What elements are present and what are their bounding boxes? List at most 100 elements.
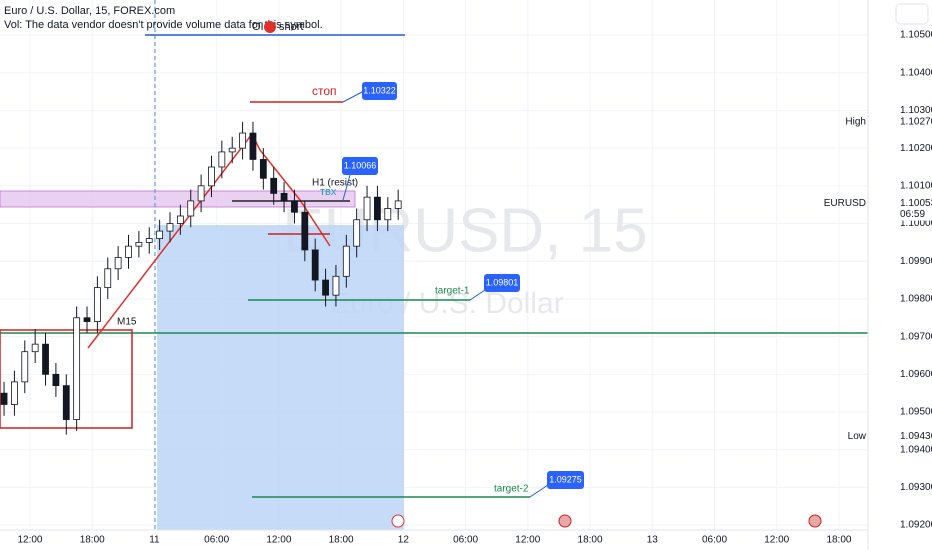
candle-body bbox=[83, 317, 91, 322]
candle-body bbox=[249, 132, 257, 160]
subtitle: Vol: The data vendor doesn't provide vol… bbox=[4, 19, 323, 31]
x-tick-label: 11 bbox=[149, 535, 160, 546]
position-prefix: OI bbox=[252, 21, 264, 33]
y-tick-label: 1.09700 bbox=[900, 331, 932, 342]
price-tag-label: 1.10053 bbox=[900, 198, 932, 209]
y-tick-label: 1.09900 bbox=[900, 256, 932, 267]
y-tick-label: 1.09300 bbox=[900, 482, 932, 493]
target1-label: target-1 bbox=[435, 286, 470, 297]
candle-body bbox=[208, 166, 215, 187]
x-tick-label: 12:00 bbox=[764, 535, 789, 546]
short-icon bbox=[264, 21, 276, 33]
x-tick-label: 06:00 bbox=[453, 535, 478, 546]
resist-zone bbox=[0, 190, 356, 208]
y-tick-label: 1.09800 bbox=[900, 294, 932, 305]
target-zone bbox=[157, 225, 404, 530]
candle-body bbox=[363, 196, 371, 221]
x-tick-label: 12:00 bbox=[266, 535, 291, 546]
candle-body bbox=[394, 200, 402, 209]
candle-body bbox=[197, 185, 205, 202]
x-tick-label: 06:00 bbox=[204, 535, 229, 546]
candle-body bbox=[259, 159, 267, 179]
candle-body bbox=[156, 230, 164, 240]
candle-body bbox=[114, 257, 122, 270]
candle-body bbox=[145, 238, 153, 243]
y-tick-label: 1.10300 bbox=[900, 105, 932, 116]
candle-body bbox=[291, 200, 298, 213]
y-tick-label: 1.09500 bbox=[900, 407, 932, 418]
candle-body bbox=[239, 132, 246, 149]
event-icon[interactable] bbox=[391, 514, 405, 528]
callout: 1.09801 bbox=[469, 274, 520, 301]
x-tick-label: 12:00 bbox=[17, 535, 42, 546]
zigzag bbox=[87, 132, 331, 349]
callout: 1.10322 bbox=[342, 82, 397, 103]
stop-label: стоп bbox=[312, 84, 337, 98]
y-tick-label: 1.09600 bbox=[900, 369, 932, 380]
entry-price: 1.10066 bbox=[344, 160, 377, 170]
candle-body bbox=[228, 147, 236, 153]
resist-label: H1 (resist) bbox=[312, 178, 358, 189]
price-tag bbox=[870, 114, 932, 129]
x-tick-label: 12 bbox=[398, 535, 410, 546]
y-tick-label: 1.10100 bbox=[900, 180, 932, 191]
candle-body bbox=[176, 215, 184, 224]
candle-body bbox=[52, 373, 60, 387]
callout: 1.10066 bbox=[342, 157, 378, 201]
candle-body bbox=[166, 223, 174, 232]
candle-body bbox=[218, 151, 226, 168]
candle-body bbox=[42, 343, 49, 375]
price-tag-name: EURUSD bbox=[824, 198, 866, 209]
candles bbox=[0, 121, 402, 435]
candle-body bbox=[187, 200, 195, 217]
x-tick-label: 06:00 bbox=[702, 535, 727, 546]
candle-body bbox=[73, 317, 81, 420]
y-tick-label: 1.09400 bbox=[900, 444, 932, 455]
price-tag bbox=[870, 429, 932, 444]
event-icon[interactable] bbox=[808, 514, 822, 528]
target2-price: 1.09275 bbox=[549, 474, 582, 484]
axes: 1.10500 1.10400 1.10300 1.10200 1.10100 1.100… bbox=[17, 30, 932, 546]
candle-body bbox=[135, 241, 143, 247]
m15-label: M15 bbox=[117, 317, 137, 328]
y-tick-label: 1.10500 bbox=[900, 30, 932, 41]
x-tick-label: 18:00 bbox=[329, 535, 354, 546]
candle-body bbox=[104, 268, 112, 289]
target2-label: target-2 bbox=[494, 484, 529, 495]
callout: 1.09275 bbox=[529, 471, 584, 498]
x-tick-label: 12:00 bbox=[515, 535, 540, 546]
y-tick-label: 1.10000 bbox=[900, 218, 932, 229]
position-side: short bbox=[279, 21, 303, 33]
candle-body bbox=[353, 219, 361, 247]
candle-body bbox=[332, 275, 340, 296]
candle-body bbox=[384, 208, 392, 221]
candle-body bbox=[270, 177, 278, 194]
candle-body bbox=[125, 245, 132, 258]
event-icon[interactable] bbox=[558, 514, 572, 528]
candle-body bbox=[21, 351, 29, 383]
price-tag-time: 06:59 bbox=[900, 209, 925, 220]
settings-button[interactable] bbox=[895, 3, 929, 25]
candle-body bbox=[0, 392, 8, 405]
x-tick-label: 18:00 bbox=[80, 535, 105, 546]
candle-body bbox=[374, 196, 381, 221]
price-tag-label: 1.10270 bbox=[900, 116, 932, 127]
title: Euro / U.S. Dollar, 15, FOREX.com bbox=[4, 5, 175, 17]
candle-body bbox=[280, 192, 288, 202]
candle-body bbox=[342, 245, 350, 277]
x-tick-label: 18:00 bbox=[578, 535, 603, 546]
y-tick-label: 1.10400 bbox=[900, 67, 932, 78]
entry-label: твх bbox=[320, 186, 337, 198]
candle-body bbox=[301, 211, 309, 251]
x-tick-label: 13 bbox=[647, 535, 659, 546]
stop-price: 1.10322 bbox=[363, 85, 396, 95]
y-tick-label: 1.09200 bbox=[900, 520, 932, 531]
y-tick-label: 1.10200 bbox=[900, 143, 932, 154]
candle-body bbox=[62, 385, 70, 420]
price-tag-label: 1.09436 bbox=[900, 431, 932, 442]
candle-body bbox=[11, 381, 18, 405]
price-tag bbox=[870, 196, 932, 221]
price-tag-name: Low bbox=[848, 431, 867, 442]
target1-price: 1.09801 bbox=[486, 277, 519, 287]
